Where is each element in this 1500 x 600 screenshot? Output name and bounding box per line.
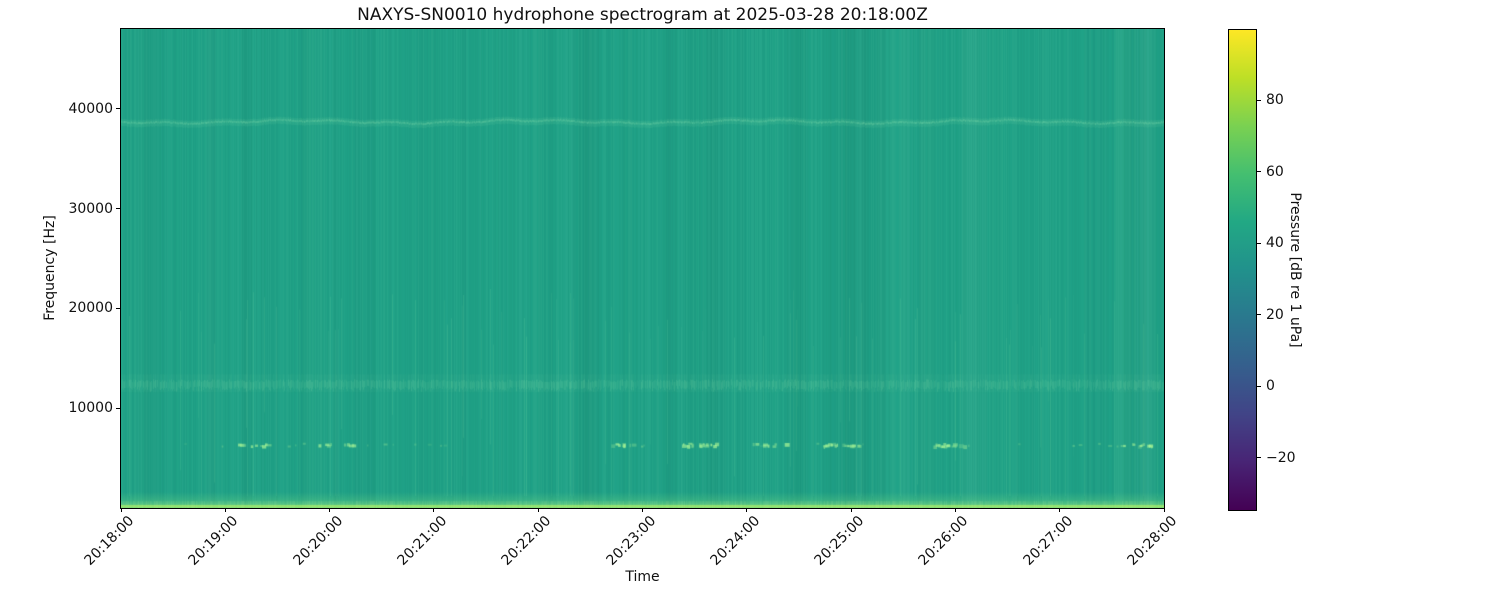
colorbar-tick-label: 40 [1266,235,1284,252]
colorbar-tick-label: 0 [1266,378,1275,395]
x-tick-mark [642,508,643,512]
chart-title: NAXYS-SN0010 hydrophone spectrogram at 2… [357,5,928,25]
x-tick-label: 20:19:00 [185,513,242,569]
x-tick-label: 20:23:00 [603,513,659,569]
colorbar-tick-mark [1257,457,1261,459]
colorbar-tick-label: 60 [1266,163,1284,180]
x-tick-mark [1163,508,1165,512]
y-tick-mark [116,108,120,110]
x-tick-label: 20:27:00 [1020,513,1077,569]
colorbar-tick-mark [1257,242,1261,244]
x-tick-mark [746,508,748,512]
colorbar-tick-mark [1257,171,1261,173]
x-tick-mark [224,508,226,512]
x-tick-mark [433,508,435,512]
y-tick-mark [116,407,120,409]
y-tick-label: 20000 [68,300,113,317]
y-tick-label: 30000 [68,200,113,217]
colorbar-tick-mark [1257,314,1261,316]
spectrogram-image [121,29,1164,508]
x-tick-mark [1059,508,1061,512]
x-tick-mark [329,508,331,512]
colorbar-tick-label: −20 [1266,449,1296,466]
x-tick-label: 20:28:00 [1124,513,1181,569]
x-tick-label: 20:18:00 [81,513,138,569]
colorbar-tick-mark [1257,385,1261,387]
x-tick-label: 20:26:00 [915,513,972,569]
colorbar-tick-label: 80 [1266,92,1284,109]
x-tick-label: 20:20:00 [290,513,346,569]
x-axis-label: Time [625,569,660,585]
colorbar [1228,29,1257,511]
colorbar-tick-label: 20 [1266,306,1284,323]
y-tick-label: 10000 [68,400,113,417]
colorbar-tick-mark [1257,99,1261,101]
plot-area [120,28,1165,509]
x-tick-mark [954,508,956,512]
x-tick-mark [537,508,539,512]
x-tick-mark [120,508,122,512]
y-tick-mark [116,208,120,210]
x-tick-label: 20:21:00 [394,513,451,569]
x-tick-label: 20:24:00 [707,513,764,569]
x-tick-label: 20:25:00 [811,513,868,569]
x-tick-mark [850,508,852,512]
y-tick-mark [116,307,120,309]
x-tick-label: 20:22:00 [498,513,555,569]
y-tick-label: 40000 [68,100,113,117]
